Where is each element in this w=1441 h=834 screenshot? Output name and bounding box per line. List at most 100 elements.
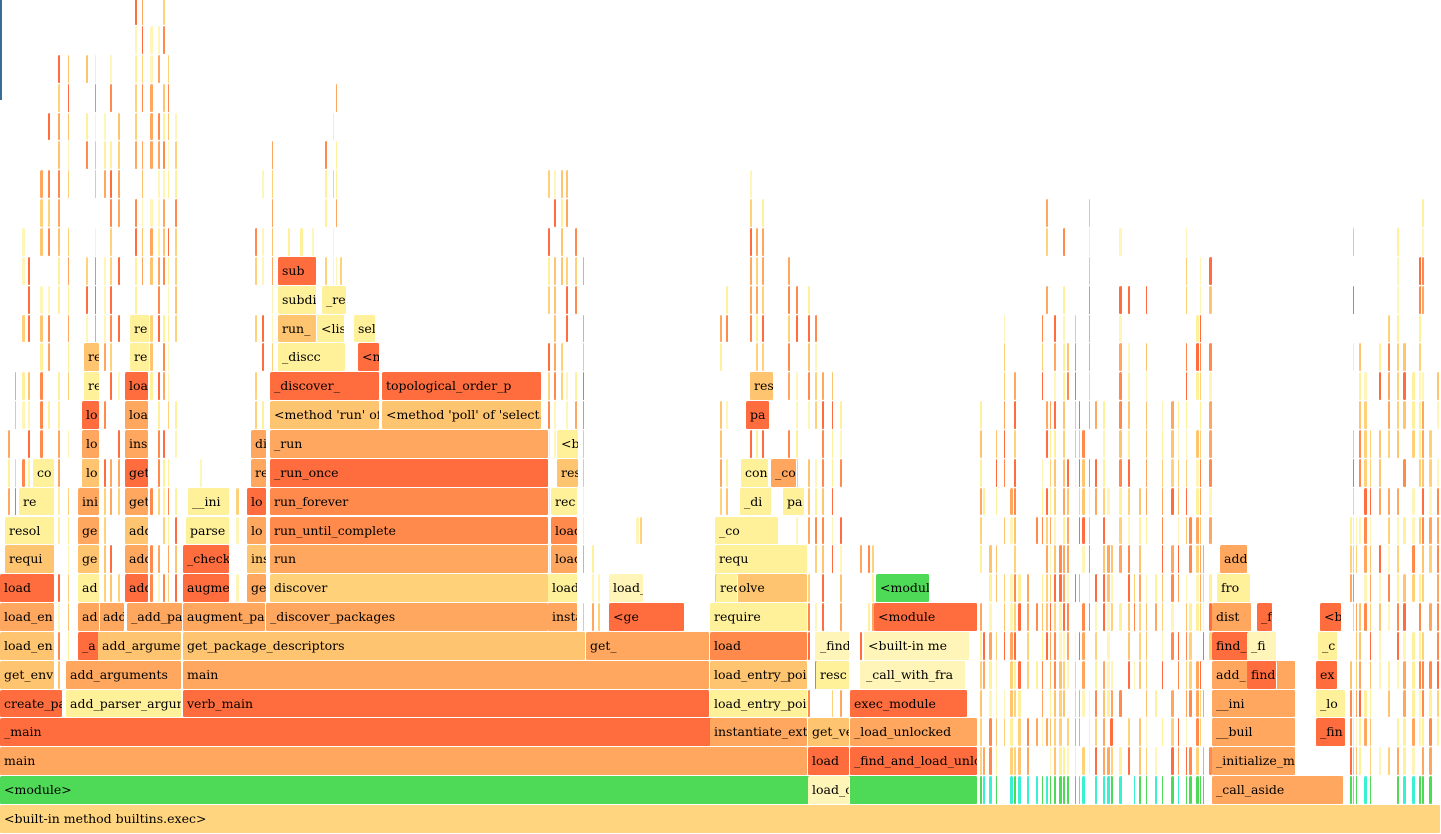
frame-sliver[interactable] <box>1082 747 1086 777</box>
frame-sliver[interactable] <box>150 112 154 142</box>
frame-sliver[interactable] <box>1353 487 1355 517</box>
frame-sliver[interactable] <box>1419 256 1422 286</box>
frame-sliver[interactable] <box>300 228 304 257</box>
frame-sliver[interactable] <box>720 487 723 517</box>
frame-sliver[interactable] <box>1128 458 1131 488</box>
frame-sliver[interactable] <box>110 545 113 575</box>
frame-sliver[interactable] <box>1067 747 1070 777</box>
frame-sliver[interactable] <box>756 256 759 286</box>
frame-sliver[interactable] <box>1364 718 1368 748</box>
frame-sliver[interactable] <box>22 256 26 286</box>
frame-cont[interactable]: cont <box>741 458 769 488</box>
frame-sliver[interactable] <box>86 54 89 84</box>
frame-sliver[interactable] <box>28 429 31 459</box>
frame-sliver[interactable] <box>1178 458 1180 488</box>
frame-sliver[interactable] <box>822 516 825 546</box>
frame-sliver[interactable] <box>980 458 983 488</box>
frame-sliver[interactable] <box>1412 545 1416 575</box>
frame-sliver[interactable] <box>86 256 89 286</box>
frame-sliver[interactable] <box>158 26 161 55</box>
frame-sliver[interactable] <box>1119 343 1123 373</box>
frame-sliver[interactable] <box>150 141 154 171</box>
frame-sliver[interactable] <box>163 372 166 402</box>
frame-sliver[interactable] <box>1379 603 1382 632</box>
frame-sliver[interactable] <box>1186 256 1188 286</box>
frame-sliver[interactable] <box>333 256 335 286</box>
frame-sliver[interactable] <box>262 401 265 430</box>
frame-load[interactable]: load <box>0 574 55 604</box>
frame-sliver[interactable] <box>1422 574 1425 604</box>
frame-sliver[interactable] <box>1119 372 1123 402</box>
frame-sliver[interactable] <box>566 401 569 430</box>
frame-load-en[interactable]: load_en <box>0 603 55 632</box>
frame-fin[interactable]: _fin <box>1257 603 1273 632</box>
frame-sliver[interactable] <box>832 429 834 459</box>
frame-sliver[interactable] <box>1203 776 1205 805</box>
frame-sliver[interactable] <box>808 314 811 344</box>
frame-sliver[interactable] <box>1209 285 1213 315</box>
frame-sliver[interactable] <box>1075 401 1077 430</box>
frame-sliver[interactable] <box>1089 718 1091 748</box>
frame-sliver[interactable] <box>1042 689 1044 719</box>
frame-sliver[interactable] <box>58 631 61 661</box>
frame-sliver[interactable] <box>1079 458 1081 488</box>
frame-sliver[interactable] <box>48 314 51 344</box>
frame-sliver[interactable] <box>1042 372 1044 402</box>
frame-sliver[interactable] <box>118 458 121 488</box>
frame-sliver[interactable] <box>168 141 170 171</box>
frame-exec-module[interactable]: exec_module <box>850 689 968 719</box>
frame-sliver[interactable] <box>1419 343 1422 373</box>
frame-sliver[interactable] <box>1356 545 1358 575</box>
frame-sliver[interactable] <box>1027 660 1030 690</box>
frame-sliver[interactable] <box>1397 776 1400 805</box>
frame-sliver[interactable] <box>58 54 61 84</box>
frame-sliver[interactable] <box>1397 718 1400 748</box>
frame-sliver[interactable] <box>163 343 166 373</box>
frame-sliver[interactable] <box>142 83 144 113</box>
frame-sliver[interactable] <box>1171 545 1175 575</box>
frame-sliver[interactable] <box>1054 458 1057 488</box>
frame-sliver[interactable] <box>58 516 61 546</box>
frame-get-verb-extens[interactable]: get_verb_extens <box>808 718 850 748</box>
frame-sliver[interactable] <box>1388 401 1391 430</box>
frame-sliver[interactable] <box>1178 545 1180 575</box>
frame-sliver[interactable] <box>808 458 811 488</box>
frame-sliver[interactable] <box>158 54 161 84</box>
frame-sliver[interactable] <box>1403 516 1407 546</box>
frame-sliver[interactable] <box>163 429 166 459</box>
frame-sliver[interactable] <box>822 574 825 604</box>
frame-sliver[interactable] <box>1359 516 1362 546</box>
frame-sliver[interactable] <box>236 516 240 546</box>
frame-sliver[interactable] <box>1388 689 1391 719</box>
frame-sliver[interactable] <box>1059 747 1063 777</box>
frame-sliver[interactable] <box>1075 458 1077 488</box>
frame-sliver[interactable] <box>1054 429 1057 459</box>
frame-sliver[interactable] <box>796 401 799 430</box>
frame-sliver[interactable] <box>325 141 328 171</box>
frame-sliver[interactable] <box>1110 776 1114 805</box>
frame-sliver[interactable] <box>1429 487 1433 517</box>
frame-sliver[interactable] <box>592 545 595 575</box>
frame-sliver[interactable] <box>1004 458 1006 488</box>
frame-sliver[interactable] <box>808 631 811 661</box>
frame-discc[interactable]: _discc <box>278 343 346 373</box>
frame-sliver[interactable] <box>150 54 154 84</box>
frame-sliver[interactable] <box>1075 747 1077 777</box>
frame-sliver[interactable] <box>150 343 154 373</box>
frame-sliver[interactable] <box>1134 603 1136 632</box>
frame-sliver[interactable] <box>333 112 335 142</box>
frame-sliver[interactable] <box>1209 458 1213 488</box>
frame-sliver[interactable] <box>175 429 178 459</box>
frame-sliver[interactable] <box>1388 574 1391 604</box>
frame-sliver[interactable] <box>110 314 113 344</box>
frame-sliver[interactable] <box>1437 487 1440 517</box>
frame-sliver[interactable] <box>22 458 26 488</box>
frame-sliver[interactable] <box>1095 747 1098 777</box>
frame-sliver[interactable] <box>1419 314 1422 344</box>
frame-sliver[interactable] <box>1089 343 1091 373</box>
frame-sliver[interactable] <box>150 574 154 604</box>
frame-sliver[interactable] <box>1063 314 1066 344</box>
frame-sliver[interactable] <box>1095 776 1098 805</box>
frame-sliver[interactable] <box>1095 631 1098 661</box>
frame-sliver[interactable] <box>1042 574 1044 604</box>
